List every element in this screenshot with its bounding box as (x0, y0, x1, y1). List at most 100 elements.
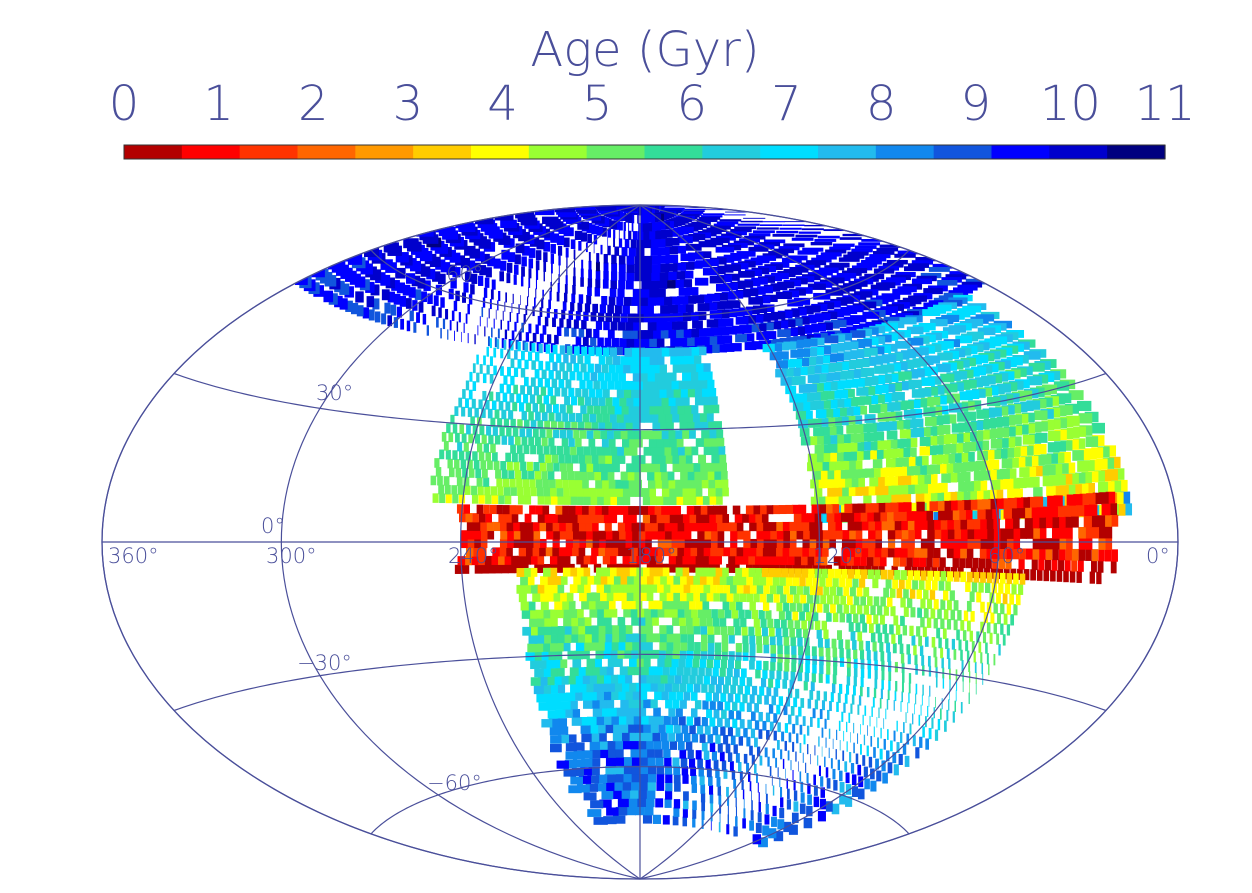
heatmap-cell (988, 459, 1000, 470)
heatmap-cell (417, 278, 426, 289)
heatmap-cell (728, 291, 744, 299)
heatmap-cell (484, 277, 490, 288)
heatmap-cell (1045, 538, 1053, 550)
heatmap-cell (941, 657, 944, 669)
heatmap-cell (669, 514, 677, 524)
heatmap-cell (1004, 583, 1011, 595)
heatmap-cell (747, 513, 756, 523)
heatmap-cell (541, 668, 551, 677)
heatmap-cell (785, 768, 786, 779)
heatmap-cell (672, 683, 680, 693)
heatmap-cell (777, 819, 785, 830)
heatmap-cell (577, 514, 585, 524)
heatmap-cell (850, 631, 856, 641)
heatmap-cell (1078, 549, 1086, 561)
heatmap-cell (832, 380, 845, 390)
heatmap-cell (643, 583, 651, 593)
heatmap-cell (646, 214, 655, 223)
heatmap-cell (620, 313, 628, 323)
heatmap-cell (899, 457, 909, 467)
heatmap-cell (802, 392, 814, 402)
heatmap-cell (958, 481, 968, 492)
heatmap-cell (829, 478, 839, 488)
heatmap-cell (622, 567, 630, 577)
heatmap-cell (860, 441, 871, 451)
heatmap-cell (468, 433, 474, 444)
heatmap-cell (537, 315, 541, 326)
heatmap-cell (668, 732, 676, 742)
heatmap-cell (607, 237, 609, 247)
heatmap-cell (566, 345, 573, 356)
heatmap-cell (1049, 475, 1060, 486)
heatmap-cell (659, 625, 667, 635)
heatmap-cell (615, 567, 624, 577)
heatmap-cell (713, 421, 722, 430)
heatmap-cell (830, 758, 833, 769)
heatmap-cell (865, 376, 879, 386)
heatmap-cell (769, 530, 777, 540)
heatmap-cell (689, 371, 699, 381)
heatmap-cell (648, 555, 657, 565)
heatmap-cell (949, 500, 958, 511)
heatmap-cell (672, 757, 680, 767)
heatmap-cell (999, 548, 1007, 560)
heatmap-cell (426, 325, 429, 336)
heatmap-cell (846, 397, 858, 407)
heatmap-cell (749, 635, 756, 645)
heatmap-cell (607, 471, 615, 481)
heatmap-cell (606, 807, 619, 816)
heatmap-cell (480, 530, 488, 540)
heatmap-cell (693, 505, 701, 515)
heatmap-cell (831, 638, 837, 649)
heatmap-cell (866, 395, 879, 405)
heatmap-cell (813, 513, 822, 523)
heatmap-cell (776, 585, 784, 595)
heatmap-cell (944, 510, 953, 521)
heatmap-cell (662, 567, 670, 577)
heatmap-cell (580, 277, 584, 287)
heatmap-cell (692, 809, 697, 819)
heatmap-cell (528, 323, 532, 334)
heatmap-cell (656, 446, 665, 456)
heatmap-cell (860, 724, 861, 735)
heatmap-cell (705, 692, 712, 702)
heatmap-cell (543, 261, 547, 272)
heatmap-cell (672, 699, 680, 709)
heatmap-cell (837, 759, 841, 771)
heatmap-cell (534, 297, 536, 308)
heatmap-cell (729, 584, 737, 594)
heatmap-cell (588, 766, 600, 776)
heatmap-cell (557, 245, 563, 256)
heatmap-cell (572, 538, 580, 548)
heatmap-cell (906, 733, 910, 745)
heatmap-cell (694, 396, 704, 406)
heatmap-cell (939, 444, 950, 454)
heatmap-cell (959, 557, 966, 568)
heatmap-cell (612, 782, 623, 791)
heatmap-cell (1006, 538, 1014, 550)
heatmap-cell (734, 555, 742, 565)
heatmap-cell (533, 386, 540, 396)
heatmap-cell (655, 356, 665, 365)
heatmap-cell (938, 425, 951, 435)
heatmap-cell (483, 443, 490, 453)
heatmap-cell (544, 495, 551, 505)
heatmap-cell (726, 667, 733, 678)
heatmap-cell (847, 569, 855, 579)
heatmap-cell (762, 669, 768, 679)
heatmap-cell (1060, 428, 1074, 440)
heatmap-cell (590, 371, 598, 382)
heatmap-cell (803, 734, 806, 745)
heatmap-cell (735, 806, 738, 817)
heatmap-cell (1055, 474, 1066, 486)
heatmap-cell (500, 530, 508, 540)
heatmap-cell (960, 571, 967, 583)
heatmap-cell (489, 391, 494, 402)
heatmap-cell (707, 734, 714, 744)
heatmap-cell (575, 413, 583, 423)
heatmap-cell (513, 367, 519, 378)
heatmap-cell (874, 547, 882, 558)
colorbar-tick-label: 1 (203, 76, 234, 132)
heatmap-cell (624, 347, 632, 357)
heatmap-cell (1072, 450, 1084, 461)
